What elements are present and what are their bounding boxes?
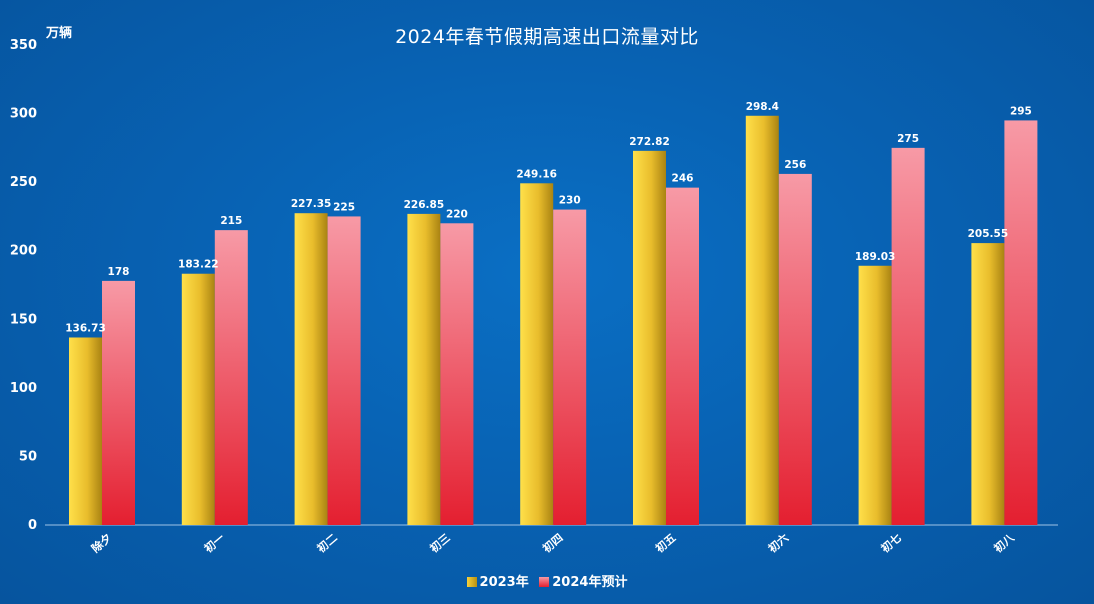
x-tick-label: 初五 <box>653 531 679 556</box>
bar-2023-1 <box>181 273 215 525</box>
bar-2023-6 <box>745 115 779 525</box>
bar-2024-1 <box>214 230 248 525</box>
y-tick-label: 350 <box>10 38 37 53</box>
bar-value-label: 205.55 <box>968 228 1009 240</box>
y-tick-label: 50 <box>19 449 37 464</box>
legend-label-2024: 2024年预计 <box>552 575 628 590</box>
y-tick-label: 250 <box>10 175 37 190</box>
bar-2023-8 <box>971 243 1005 526</box>
bar-value-label: 298.4 <box>746 101 779 113</box>
bar-2023-7 <box>858 265 892 525</box>
bar-2024-5 <box>666 187 699 525</box>
bar-2024-0 <box>102 280 135 525</box>
x-tick-label: 初六 <box>765 531 791 556</box>
bar-value-label: 227.35 <box>291 198 332 210</box>
bar-value-label: 215 <box>220 215 242 227</box>
bar-2024-3 <box>440 223 474 526</box>
bar-value-label: 226.85 <box>404 199 445 211</box>
bar-value-label: 275 <box>897 133 919 145</box>
y-axis-unit-label: 万辆 <box>46 26 73 41</box>
x-tick-label: 初八 <box>991 530 1018 556</box>
x-tick-label: 初一 <box>201 531 227 556</box>
bar-value-label: 225 <box>333 201 355 213</box>
x-tick-label: 初二 <box>314 531 340 556</box>
bar-2023-4 <box>520 183 554 525</box>
bar-value-label: 183.22 <box>178 259 219 271</box>
y-tick-label: 100 <box>10 381 37 396</box>
y-tick-label: 150 <box>10 312 37 327</box>
x-tick-label: 除夕 <box>89 531 115 556</box>
chart-title: 2024年春节假期高速出口流量对比 <box>395 26 699 48</box>
x-tick-label: 初三 <box>427 531 453 556</box>
bar-value-label: 272.82 <box>629 136 670 148</box>
y-tick-label: 0 <box>28 518 37 533</box>
bar-value-label: 256 <box>784 159 806 171</box>
chart-legend: 2023年 2024年预计 <box>0 571 1094 590</box>
bar-2023-0 <box>69 337 102 525</box>
x-tick-label: 初七 <box>878 531 904 556</box>
x-tick-label: 初四 <box>540 531 566 556</box>
legend-swatch-2023 <box>466 577 477 587</box>
y-tick-label: 200 <box>10 244 37 259</box>
legend-item-2024: 2024年预计 <box>539 571 627 590</box>
bar-value-label: 189.03 <box>855 251 896 263</box>
legend-swatch-2024 <box>539 577 550 587</box>
bar-value-label: 230 <box>559 195 581 207</box>
bar-2024-8 <box>1004 120 1038 525</box>
bar-2024-2 <box>327 216 361 525</box>
bar-value-label: 246 <box>672 173 694 185</box>
bar-value-label: 220 <box>446 208 468 220</box>
legend-label-2023: 2023年 <box>479 575 529 590</box>
bar-value-label: 178 <box>108 266 130 278</box>
bar-value-label: 249.16 <box>516 168 557 180</box>
bar-2024-4 <box>553 209 587 526</box>
bar-2023-5 <box>633 150 666 525</box>
bar-2023-3 <box>407 213 441 526</box>
legend-item-2023: 2023年 <box>466 571 529 590</box>
bar-2024-7 <box>891 147 925 525</box>
bar-2023-2 <box>294 213 328 525</box>
bar-2024-6 <box>778 173 812 525</box>
y-tick-label: 300 <box>10 107 37 122</box>
bar-value-label: 136.73 <box>65 322 106 334</box>
bar-value-label: 295 <box>1010 105 1032 117</box>
